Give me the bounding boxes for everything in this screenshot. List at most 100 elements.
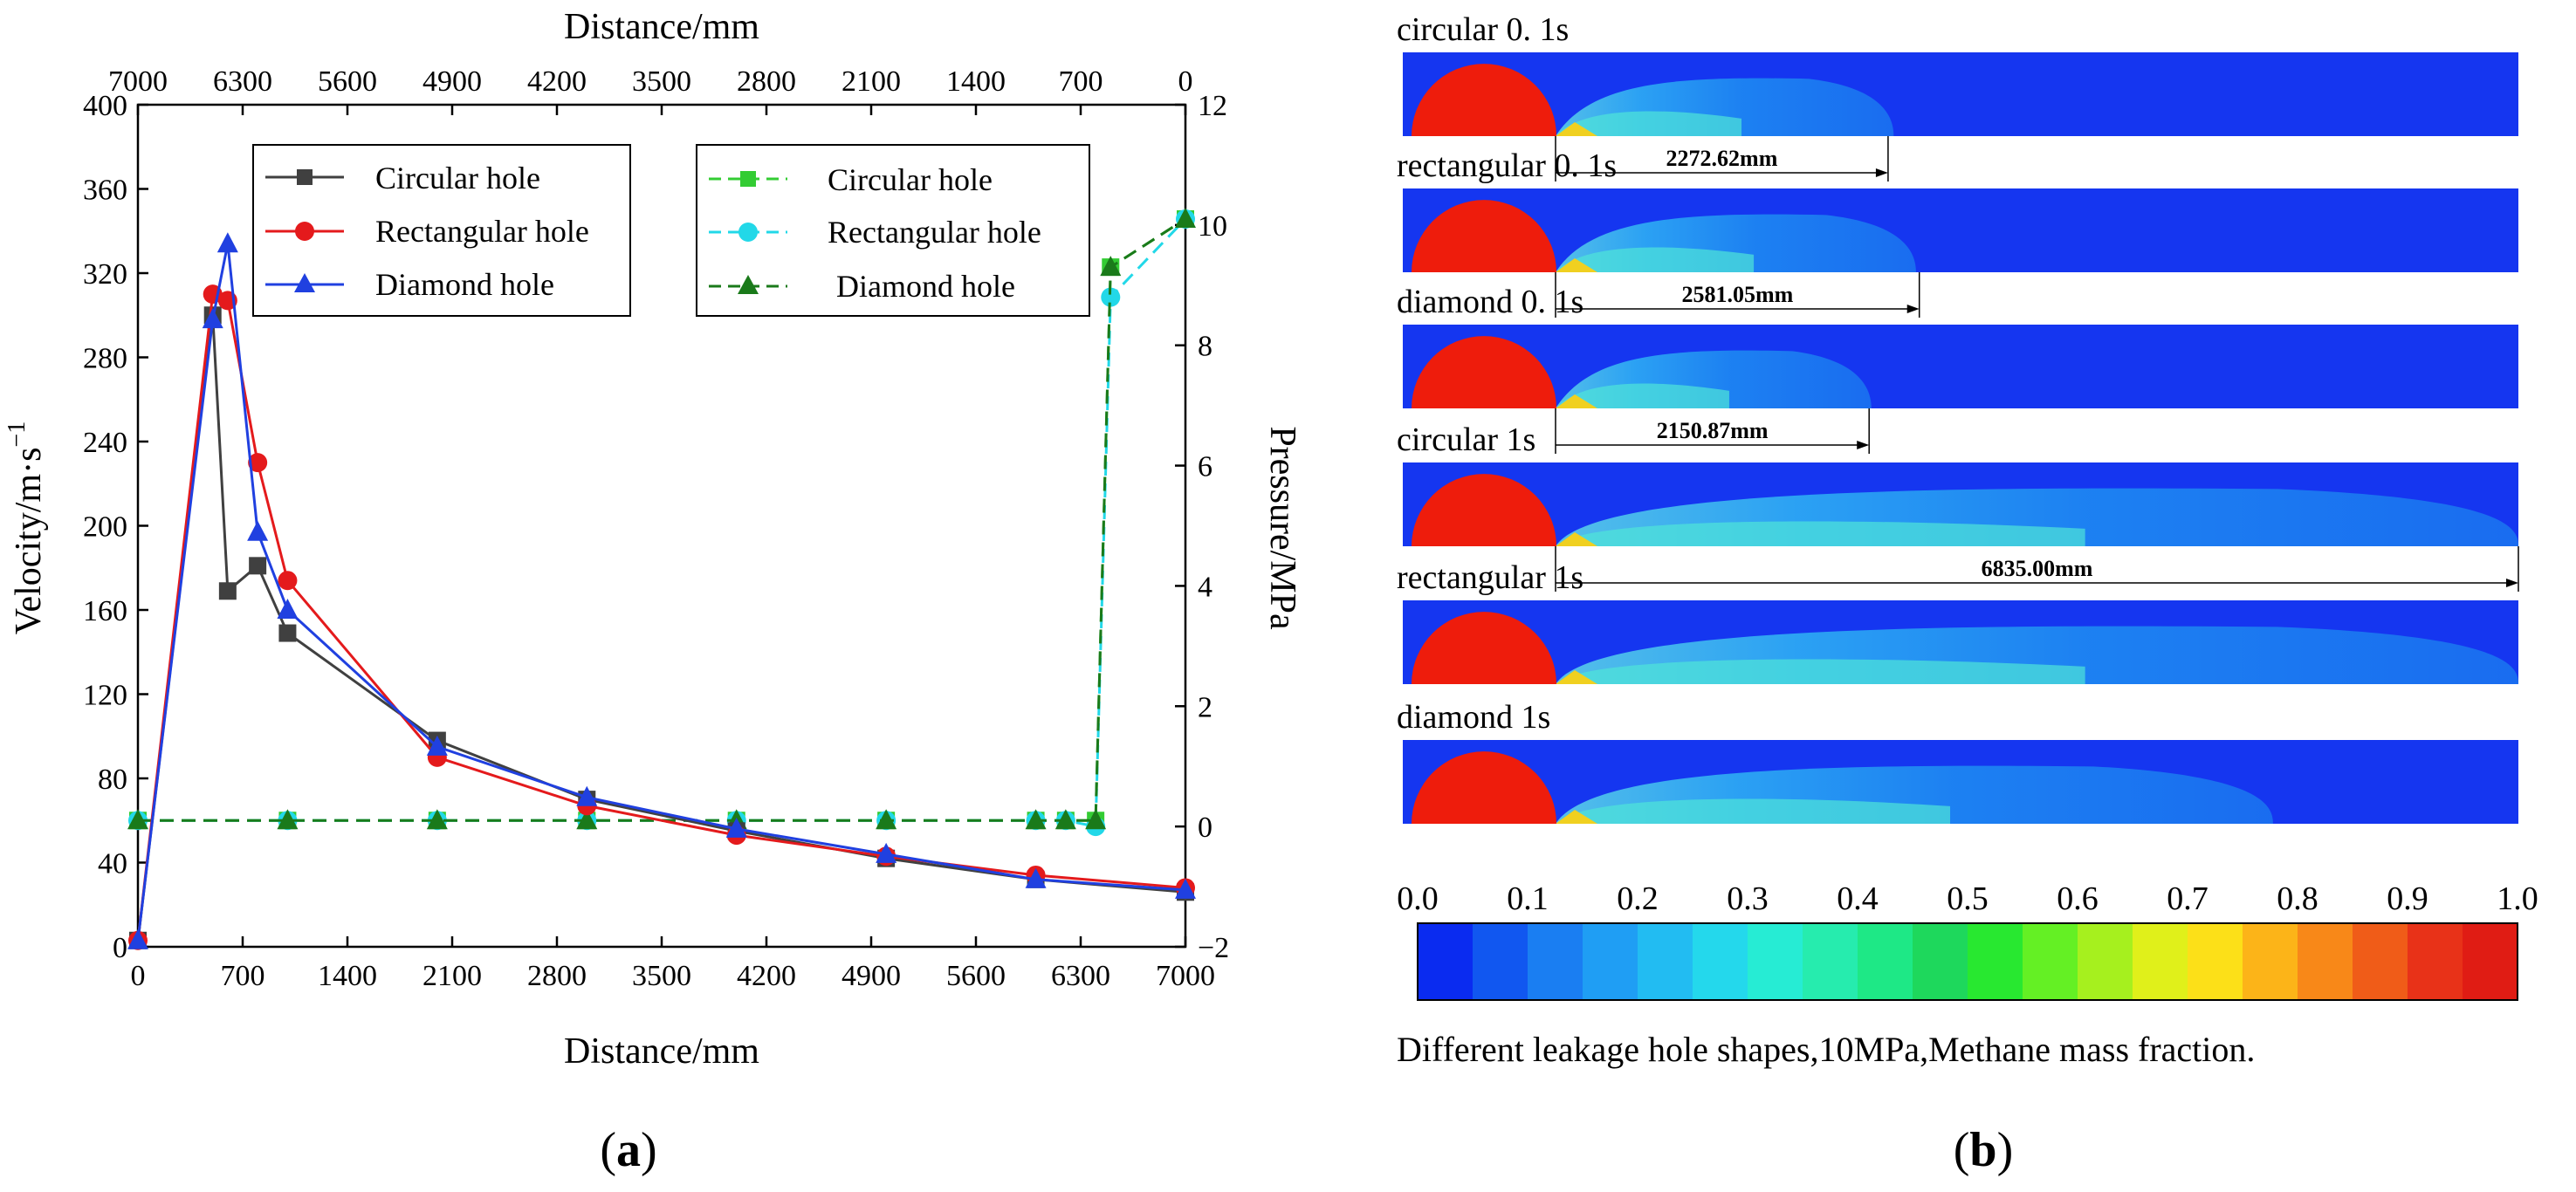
bottom-axis-ticks: 0 700 1400 2100 2800 3500 4200 4900 5600 6300 7000: [131, 936, 1215, 992]
leak-hole: [1412, 751, 1556, 824]
left-tick-label: 320: [83, 258, 127, 291]
velocity-point: [247, 520, 269, 541]
top-tick-label: 6300: [213, 65, 272, 98]
velocity-point: [876, 842, 897, 863]
pressure-point: [576, 809, 598, 830]
top-axis-ticks: 7000 6300 5600 4900 4200 3500 2800 2100 1400 700 0: [108, 65, 1193, 115]
right-tick-label: 2: [1198, 691, 1212, 723]
x-axis-title-top: Distance/mm: [564, 7, 759, 47]
colorbar-cell: [1418, 923, 1473, 1000]
colorbar-cell: [2023, 923, 2078, 1000]
colorbar-cell: [2243, 923, 2298, 1000]
methane-contour-panel: circular 0. 1s 2272.62mm rectangular 0. 1s…: [1397, 11, 2538, 1177]
methane-plume-core: [1556, 247, 1755, 272]
velocity-point: [277, 599, 299, 619]
leak-hole: [1412, 336, 1556, 408]
contour-strip: circular 0. 1s 2272.62mm: [1397, 11, 2518, 182]
right-tick-label: −2: [1198, 932, 1229, 964]
legend-pressure-diamond-hole: Diamond hole: [709, 269, 1015, 304]
leak-hole: [1412, 612, 1556, 684]
methane-plume-core: [1556, 521, 2085, 546]
velocity-point: [278, 624, 297, 642]
pressure-point: [1175, 207, 1196, 228]
contour-strip: rectangular 1s: [1397, 559, 2518, 684]
bottom-tick-label: 0: [131, 960, 146, 992]
colorbar-tick-label: 0.3: [1727, 880, 1769, 917]
velocity-point: [576, 785, 598, 806]
bottom-tick-label: 2800: [527, 960, 587, 992]
colorbar-cell: [1858, 923, 1913, 1000]
strip-label: circular 0. 1s: [1397, 11, 1569, 48]
legend-velocity: Circular hole Rectangular hole Diamond h…: [252, 144, 631, 317]
colorbar-cell: [2188, 923, 2243, 1000]
colorbar-tick-label: 0.4: [1837, 880, 1879, 917]
right-tick-label: 6: [1198, 451, 1212, 483]
colorbar-tick-label: 1.0: [2497, 880, 2538, 917]
strip-label: diamond 1s: [1397, 699, 1550, 736]
right-tick-label: 4: [1198, 571, 1212, 603]
strip-label: rectangular 1s: [1397, 559, 1583, 596]
svg-text:Diamond hole: Diamond hole: [836, 269, 1015, 304]
colorbar: 0.0 0.1 0.2 0.3 0.4 0.5 0.6 0.7 0.8 0.9 1.0 Differ…: [1397, 880, 2538, 1069]
legend-pressure-box: [696, 144, 1090, 317]
left-axis-ticks: 0 40 80 120 160 200 240 280 320 360 400: [83, 90, 148, 964]
dimension-label: 2272.62mm: [1666, 146, 1778, 171]
colorbar-cell: [1473, 923, 1528, 1000]
legend-rectangular-hole: Rectangular hole: [265, 214, 589, 249]
methane-plume-core: [1556, 659, 2085, 684]
left-tick-label: 400: [83, 90, 127, 122]
pressure-point: [1025, 809, 1047, 830]
velocity-point: [725, 817, 747, 838]
svg-text:Circular hole: Circular hole: [828, 162, 993, 197]
top-tick-label: 0: [1178, 65, 1193, 98]
pressure-point: [876, 809, 897, 830]
bottom-tick-label: 4200: [737, 960, 796, 992]
bottom-tick-label: 700: [221, 960, 265, 992]
top-tick-label: 5600: [318, 65, 377, 98]
colorbar-cells: [1418, 923, 2518, 1000]
right-tick-label: 8: [1198, 331, 1212, 363]
legend-circular-hole: Circular hole: [265, 161, 540, 195]
dimension-label: 2150.87mm: [1657, 418, 1769, 443]
pressure-point: [127, 809, 148, 830]
velocity-series-diamond-hole: [127, 232, 1196, 949]
right-axis-ticks: −2 0 2 4 6 8 10 12: [1175, 90, 1229, 964]
pressure-point: [1085, 809, 1107, 830]
leak-hole: [1412, 474, 1556, 546]
colorbar-cell: [1803, 923, 1858, 1000]
legend-diamond-hole: Diamond hole: [265, 267, 554, 302]
bottom-tick-label: 3500: [632, 960, 691, 992]
series-layer: [127, 207, 1196, 950]
velocity-point: [1175, 878, 1196, 899]
colorbar-cell: [1583, 923, 1638, 1000]
colorbar-tick-label: 0.1: [1507, 880, 1549, 917]
right-tick-label: 12: [1198, 90, 1227, 122]
svg-text:Rectangular hole: Rectangular hole: [828, 215, 1041, 250]
legend-pressure-rectangular-hole: Rectangular hole: [709, 215, 1041, 250]
right-tick-label: 0: [1198, 812, 1212, 844]
velocity-point: [127, 928, 148, 949]
colorbar-cell: [2463, 923, 2518, 1000]
strip-label: circular 1s: [1397, 421, 1535, 458]
colorbar-cell: [2298, 923, 2353, 1000]
methane-plume-core: [1556, 798, 1951, 824]
contour-strip: diamond 0. 1s 2150.87mm: [1397, 284, 2518, 454]
velocity-point: [278, 571, 298, 591]
x-axis-title-bottom: Distance/mm: [564, 1031, 759, 1072]
velocity-point: [249, 557, 267, 575]
leak-hole: [1412, 200, 1556, 272]
left-tick-label: 200: [83, 511, 127, 544]
contour-strip: circular 1s 6835.00mm: [1397, 421, 2519, 592]
svg-text:Circular hole: Circular hole: [375, 161, 540, 195]
left-tick-label: 0: [113, 932, 127, 964]
top-tick-label: 2100: [841, 65, 901, 98]
bottom-tick-label: 2100: [422, 960, 482, 992]
top-tick-label: 1400: [946, 65, 1006, 98]
top-tick-label: 3500: [632, 65, 691, 98]
velocity-point: [1025, 867, 1047, 888]
strip-label: rectangular 0. 1s: [1397, 147, 1617, 184]
methane-plume-core: [1556, 383, 1729, 408]
colorbar-tick-labels: 0.0 0.1 0.2 0.3 0.4 0.5 0.6 0.7 0.8 0.9 1.0: [1397, 880, 2538, 917]
velocity-point: [218, 582, 237, 600]
